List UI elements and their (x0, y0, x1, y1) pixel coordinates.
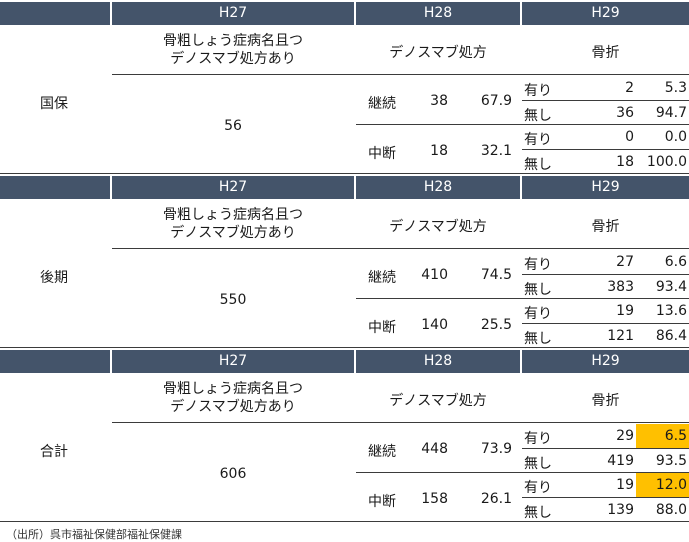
stop-count: 158 (421, 491, 448, 507)
fracture-no-pct: 94.7 (655, 105, 687, 121)
no-label: 無し (524, 331, 552, 347)
header-h28: H28 (356, 2, 520, 25)
h29-label: 骨折 (591, 45, 620, 61)
h28-label: デノスマブ処方 (389, 393, 487, 409)
stop-pct: 25.5 (480, 317, 512, 333)
stop-pct: 26.1 (480, 491, 512, 507)
yes-label: 有り (524, 480, 552, 496)
section-kouki: H27 H28 H29 骨粗しょう症病名且つ デノスマブ処方あり デノスマブ処方 … (0, 176, 689, 348)
highlight-cell (636, 424, 689, 448)
fracture-yes-pct: 12.0 (655, 477, 687, 493)
fracture-no-count: 419 (607, 453, 634, 469)
fracture-yes-count: 19 (616, 477, 634, 493)
fracture-no-count: 36 (616, 105, 634, 121)
section-name: 国保 (40, 96, 68, 112)
section-header: H27 H28 H29 (0, 350, 689, 373)
continue-count: 448 (421, 441, 448, 457)
fracture-yes-pct: 6.5 (664, 428, 687, 444)
yes-label: 有り (524, 132, 552, 148)
fracture-yes-pct: 13.6 (655, 303, 687, 319)
fracture-yes-pct: 6.6 (664, 254, 687, 270)
header-h27: H27 (112, 176, 354, 199)
stop-label: 中断 (368, 320, 396, 336)
fracture-no-pct: 86.4 (655, 328, 687, 344)
fracture-no-pct: 100.0 (646, 154, 687, 170)
fracture-no-count: 139 (607, 502, 634, 518)
total-count: 56 (224, 118, 242, 134)
no-label: 無し (524, 157, 552, 173)
header-h29: H29 (522, 350, 689, 373)
yes-label: 有り (524, 306, 552, 322)
fracture-no-count: 18 (616, 154, 634, 170)
yes-label: 有り (524, 257, 552, 273)
h28-label: デノスマブ処方 (389, 219, 487, 235)
header-h28: H28 (356, 176, 520, 199)
header-h29: H29 (522, 2, 689, 25)
h29-label: 骨折 (591, 393, 620, 409)
section-total: H27 H28 H29 骨粗しょう症病名且つ デノスマブ処方あり デノスマブ処方 … (0, 350, 689, 522)
fracture-yes-count: 0 (625, 129, 634, 145)
stop-count: 18 (430, 143, 448, 159)
fracture-yes-count: 2 (625, 80, 634, 96)
fracture-yes-pct: 5.3 (664, 80, 687, 96)
continue-count: 410 (421, 267, 448, 283)
header-h27: H27 (112, 2, 354, 25)
h28-label: デノスマブ処方 (389, 45, 487, 61)
no-label: 無し (524, 282, 552, 298)
fracture-no-pct: 88.0 (655, 502, 687, 518)
section-name: 後期 (40, 270, 68, 286)
continue-pct: 74.5 (480, 267, 512, 283)
h27-label: 骨粗しょう症病名且つ デノスマブ処方あり (163, 207, 303, 241)
continue-label: 継続 (368, 96, 396, 112)
header-h27: H27 (112, 350, 354, 373)
header-blank (0, 176, 110, 199)
header-blank (0, 2, 110, 25)
fracture-no-count: 383 (607, 279, 634, 295)
fracture-yes-count: 27 (616, 254, 634, 270)
total-count: 606 (219, 466, 247, 482)
h27-label: 骨粗しょう症病名且つ デノスマブ処方あり (163, 381, 303, 415)
section-name: 合計 (40, 444, 68, 460)
fracture-no-pct: 93.4 (655, 279, 687, 295)
no-label: 無し (524, 505, 552, 521)
yes-label: 有り (524, 83, 552, 99)
stop-pct: 32.1 (480, 143, 512, 159)
stop-label: 中断 (368, 146, 396, 162)
section-kokuho: H27 H28 H29 骨粗しょう症病名且つ デノスマブ処方あり デノスマブ処方 … (0, 2, 689, 174)
highlight-cell (636, 473, 689, 497)
header-blank (0, 350, 110, 373)
stop-label: 中断 (368, 494, 396, 510)
header-h29: H29 (522, 176, 689, 199)
source-note: （出所）呉市福祉保健部福祉保健課 (6, 528, 182, 541)
fracture-no-count: 121 (607, 328, 634, 344)
no-label: 無し (524, 108, 552, 124)
h27-label: 骨粗しょう症病名且つ デノスマブ処方あり (163, 33, 303, 67)
no-label: 無し (524, 456, 552, 472)
h29-label: 骨折 (591, 219, 620, 235)
yes-label: 有り (524, 431, 552, 447)
continue-label: 継続 (368, 270, 396, 286)
continue-count: 38 (430, 93, 448, 109)
continue-label: 継続 (368, 444, 396, 460)
header-h28: H28 (356, 350, 520, 373)
fracture-no-pct: 93.5 (655, 453, 687, 469)
fracture-yes-count: 29 (616, 428, 634, 444)
section-header: H27 H28 H29 (0, 2, 689, 25)
fracture-yes-count: 19 (616, 303, 634, 319)
section-header: H27 H28 H29 (0, 176, 689, 199)
continue-pct: 67.9 (480, 93, 512, 109)
fracture-yes-pct: 0.0 (664, 129, 687, 145)
total-count: 550 (219, 292, 247, 308)
stop-count: 140 (421, 317, 448, 333)
continue-pct: 73.9 (480, 441, 512, 457)
